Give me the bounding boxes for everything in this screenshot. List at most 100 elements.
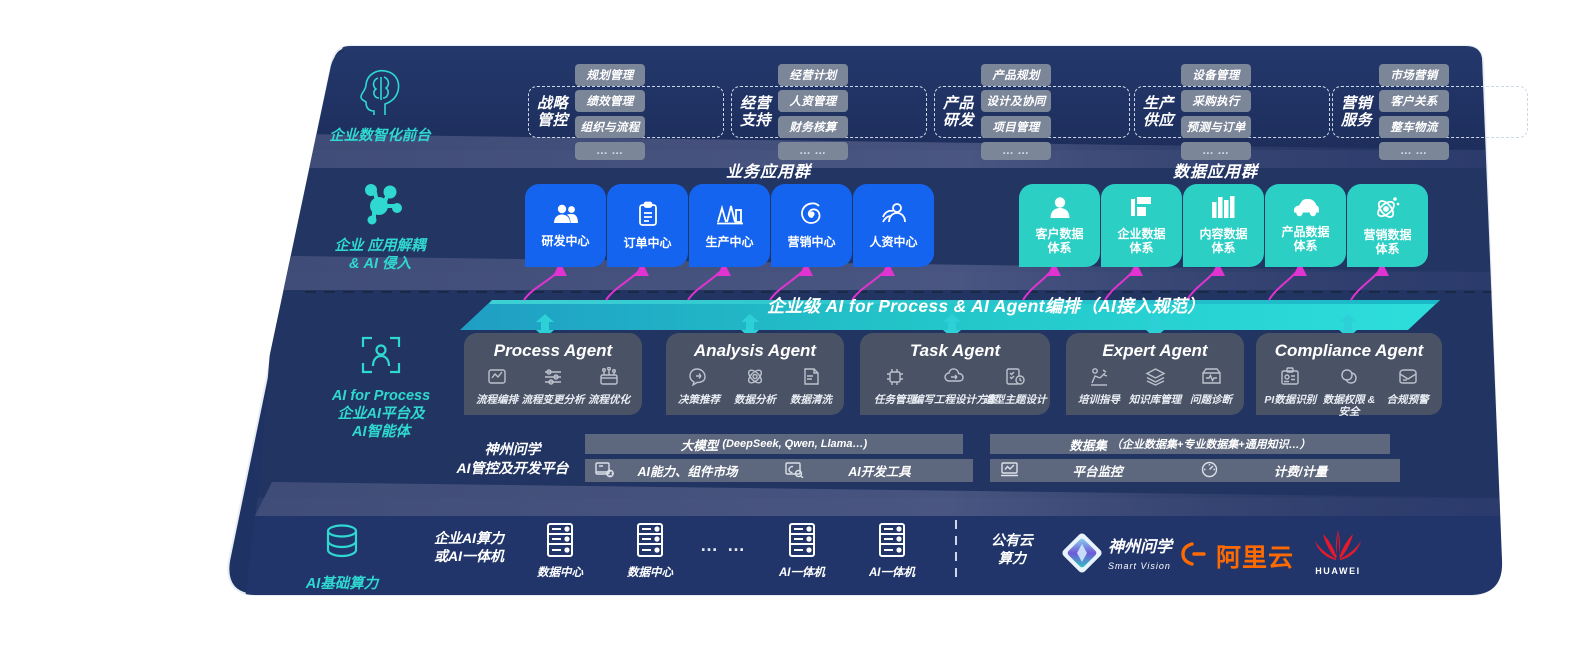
platform-bar-llm[interactable]: 大模型 (DeepSeek, Qwen, Llama…) [585,434,963,454]
agent-item[interactable]: 流程优化 [581,366,636,406]
rail-label-text2: & AI 侵入 [348,256,412,273]
top-group-marketing-service[interactable]: 营销 服务 市场营销 客户关系 整车物流 … … [1332,64,1528,160]
app-card-hr-center[interactable]: 人资中心 [853,184,934,267]
agent-item[interactable]: 问题诊断 [1183,367,1238,406]
data-card-product[interactable]: 产品数据 体系 [1265,184,1346,267]
agent-item[interactable]: 数据分析 [727,367,782,406]
building-icon [1130,196,1153,222]
top-group-chips: 经营计划 人资管理 财务核算 … … [778,64,918,160]
chip-more[interactable]: … … [778,142,849,160]
chip[interactable]: 市场营销 [1379,64,1450,86]
agent-item[interactable]: 知识库管理 [1127,367,1182,406]
agent-item-label: 流程变更分析 [521,394,585,406]
agent-item[interactable]: 流程编排 [469,367,524,406]
agent-item[interactable]: 合规预警 [1379,367,1437,418]
chip-more[interactable]: … … [1181,142,1252,160]
agent-item-label: PI数据识别 [1264,394,1317,406]
app-card-marketing-center[interactable]: 营销中心 [771,184,852,267]
app-card-production-center[interactable]: 生产中心 [689,184,770,267]
top-group-strategy[interactable]: 战略 管控 规划管理 绩效管理 组织与流程 … … [528,64,724,160]
atom-gear-icon [745,367,765,391]
chip[interactable]: 人资管理 [778,90,849,112]
top-group-chips: 产品规划 设计及协同 项目管理 … … [981,64,1121,160]
chip[interactable]: 绩效管理 [575,90,646,112]
chip[interactable]: 整车物流 [1379,116,1450,138]
brain-head-icon [300,66,460,121]
agent-card-task[interactable]: Task Agent 任务管理 编写工程设计方案 [860,333,1050,415]
data-card-customer[interactable]: 客户数据 体系 [1019,184,1100,267]
platform-bar-dataset[interactable]: 数据集 （企业数据集+专业数据集+通用知识…） [990,434,1390,454]
platform-bar-sub: (DeepSeek, Qwen, Llama…) [722,438,868,450]
chip-more[interactable]: … … [575,142,646,160]
top-group-production-supply[interactable]: 生产 供应 设备管理 采购执行 预测与订单 … … [1134,64,1330,160]
agent-item[interactable]: 造型主题设计 [983,367,1047,406]
agent-card-expert[interactable]: Expert Agent 培训指导 知识库管理 [1066,333,1244,415]
alert-doc-icon [1398,367,1418,391]
agent-item[interactable]: 任务管理 [865,367,924,406]
chip[interactable]: 设备管理 [1181,64,1252,86]
agent-item[interactable]: PI数据识别 [1261,367,1319,418]
chip[interactable]: 采购执行 [1181,90,1252,112]
agent-card-process[interactable]: Process Agent 流程编排 流程变更分析 [464,333,642,415]
data-card-marketing[interactable]: 营销数据 体系 [1347,184,1428,267]
chip[interactable]: 经营计划 [778,64,849,86]
chip-more[interactable]: … … [981,142,1052,160]
agent-card-analysis[interactable]: Analysis Agent 决策推荐 数据分析 [666,333,844,415]
infra-ellipsis: … … [700,535,748,555]
agent-item-label: 知识库管理 [1128,394,1182,406]
flow-chart-icon [487,367,507,391]
agent-item[interactable]: 流程变更分析 [522,367,585,406]
agent-item-label: 决策推荐 [678,394,720,406]
platform-bar-monitoring[interactable]: 平台监控 [990,459,1194,482]
agent-title: Expert Agent [1102,341,1208,360]
rail-label-text2: 企业AI平台及 [337,406,425,423]
agent-item[interactable]: 培训指导 [1071,367,1126,406]
data-card-content[interactable]: 内容数据 体系 [1183,184,1264,267]
data-card-enterprise[interactable]: 企业数据 体系 [1101,184,1182,267]
agent-item-label: 造型主题设计 [983,394,1047,406]
chip[interactable]: 设计及协同 [981,90,1052,112]
agent-title: Task Agent [909,341,1001,360]
devtool-icon [785,461,804,481]
platform-bar-ai-marketplace[interactable]: AI能力、组件市场 [585,459,779,482]
agent-item[interactable]: 数据权限 & 安全 [1320,367,1378,418]
chip-more[interactable]: … … [1379,142,1450,160]
rail-label-text3: AI智能体 [352,424,410,441]
agent-title: Compliance Agent [1274,341,1424,360]
agent-item[interactable]: 数据清洗 [783,367,838,406]
rail-label-ai-for-process: AI for Process 企业AI平台及 AI智能体 [296,334,466,442]
target-icon [799,202,824,230]
logo-smart-vision: 神州问学 Smart Vision [1062,533,1172,580]
chip[interactable]: 客户关系 [1379,90,1450,112]
task-grid-icon [885,367,905,391]
clipboard-icon [637,201,659,230]
agent-item-label: 数据分析 [734,394,776,406]
gauge-icon [1200,461,1219,481]
chip[interactable]: 组织与流程 [575,116,646,138]
agent-title: Analysis Agent [693,341,817,360]
app-card-order-center[interactable]: 订单中心 [607,184,688,267]
top-group-operations[interactable]: 经营 支持 经营计划 人资管理 财务核算 … … [731,64,927,160]
platform-bar-ai-devtools[interactable]: AI开发工具 [775,459,973,482]
rail-label-frontstage: 企业数智化前台 [300,66,460,145]
chip[interactable]: 项目管理 [981,116,1052,138]
agent-card-compliance[interactable]: Compliance Agent PI数据识别 数据权限 & 安全 [1256,333,1442,418]
chip[interactable]: 预测与订单 [1181,116,1252,138]
data-card-label2: 体系 [1293,239,1318,254]
chip[interactable]: 财务核算 [778,116,849,138]
chip[interactable]: 规划管理 [575,64,646,86]
top-group-product-rd[interactable]: 产品 研发 产品规划 设计及协同 项目管理 … … [934,64,1130,160]
molecule-icon [300,182,460,231]
data-card-label2: 体系 [1129,241,1154,256]
agent-item[interactable]: 编写工程设计方案 [913,367,997,406]
chip[interactable]: 产品规划 [981,64,1052,86]
logo-text: HUAWEI [1315,566,1361,576]
layers-icon [1145,367,1166,391]
data-card-label: 营销数据 [1363,227,1412,242]
app-card-rd-center[interactable]: 研发中心 [525,184,606,267]
top-group-title: 经营 支持 [740,94,772,129]
platform-bar-billing[interactable]: 计费/计量 [1190,459,1400,482]
agent-item[interactable]: 决策推荐 [671,367,726,406]
data-card-label2: 体系 [1047,241,1072,256]
